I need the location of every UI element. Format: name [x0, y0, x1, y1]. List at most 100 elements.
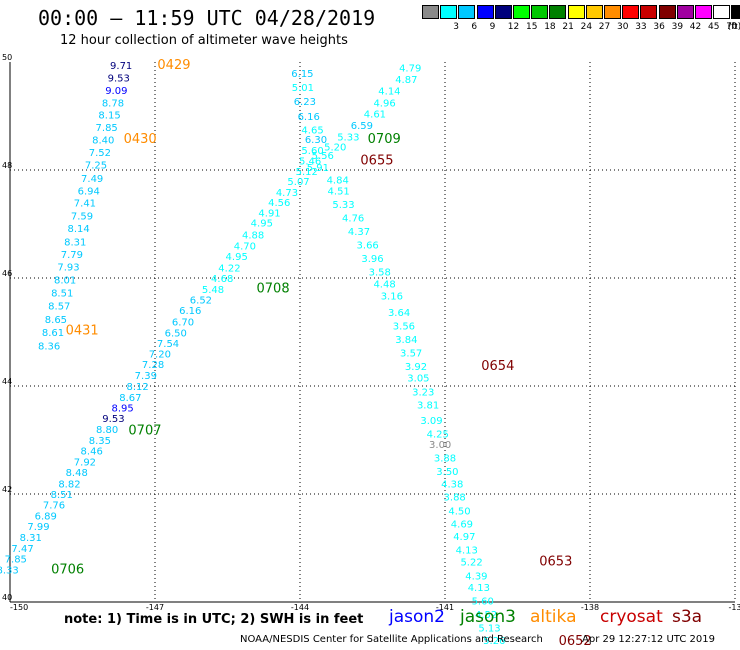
legend-swatch — [695, 5, 712, 19]
wave-height-value: 4.79 — [399, 64, 421, 75]
wave-height-value: 6.50 — [165, 328, 187, 339]
wave-height-value: 4.87 — [395, 75, 417, 86]
page-subtitle: 12 hour collection of altimeter wave hei… — [60, 33, 348, 48]
satellite-label-jason3: jason3 — [460, 607, 516, 627]
wave-height-value: 8.33 — [0, 565, 19, 576]
wave-height-value: 4.25 — [427, 429, 449, 440]
pass-time-label: 0653 — [539, 554, 572, 569]
units-note: note: 1) Time is in UTC; 2) SWH is in fe… — [64, 612, 364, 627]
legend-label: 24 — [580, 22, 593, 32]
wave-height-value: 8.78 — [102, 98, 124, 109]
pass-time-label: 0707 — [128, 424, 161, 439]
wave-height-value: 5.48 — [202, 285, 224, 296]
lat-tick-label: 44 — [2, 377, 12, 386]
legend-label: 36 — [653, 22, 665, 32]
satellite-label-cryosat: cryosat — [600, 607, 663, 627]
wave-height-value: 3.88 — [444, 492, 466, 503]
wave-height-value: 6.52 — [190, 295, 212, 306]
wave-height-value: 4.84 — [327, 176, 349, 187]
wave-height-value: 9.53 — [108, 73, 130, 84]
legend-label: 15 — [526, 22, 538, 32]
wave-height-value: 3.57 — [400, 348, 422, 359]
wave-height-value: 7.49 — [81, 174, 103, 185]
wave-height-value: 5.01 — [292, 83, 314, 94]
pass-time-label: 0709 — [368, 132, 401, 147]
wave-height-value: 8.82 — [58, 480, 80, 491]
wave-height-value: 3.81 — [417, 401, 439, 412]
wave-height-value: 4.38 — [441, 480, 463, 491]
legend-label: 42 — [689, 22, 702, 32]
page-title: 00:00 — 11:59 UTC 04/28/2019 — [38, 6, 376, 30]
wave-height-value: 7.28 — [142, 360, 164, 371]
wave-height-value: 3.92 — [405, 362, 427, 373]
wave-height-value: 3.96 — [361, 254, 383, 265]
wave-height-value: 7.52 — [89, 148, 111, 159]
wave-height-value: 6.89 — [35, 511, 57, 522]
wave-height-value: 4.52 — [475, 610, 497, 621]
wave-height-value: 5.33 — [332, 200, 354, 211]
wave-height-value: 5.26 — [483, 636, 505, 647]
wave-height-value: 7.25 — [85, 160, 107, 171]
wave-height-value: 4.68 — [211, 274, 233, 285]
legend-swatch — [640, 5, 658, 19]
wave-height-value: 5.33 — [337, 132, 359, 143]
legend-swatch — [476, 5, 494, 19]
wave-height-value: 4.69 — [451, 519, 473, 530]
wave-height-value: 3.64 — [388, 308, 410, 319]
wave-height-value: 3.09 — [420, 416, 442, 427]
pass-time-label: 0429 — [157, 58, 190, 73]
wave-height-value: 8.36 — [38, 341, 60, 352]
lat-tick-label: 46 — [2, 269, 12, 278]
wave-height-value: 6.15 — [291, 69, 313, 80]
lat-tick-label: 50 — [2, 53, 12, 62]
wave-height-value: 4.88 — [242, 231, 264, 242]
legend-label: 33 — [635, 22, 647, 32]
lon-tick-label: -144 — [291, 603, 309, 612]
wave-height-value: 8.15 — [98, 111, 120, 122]
wave-height-value: 6.94 — [78, 186, 100, 197]
wave-height-value: 7.93 — [57, 262, 79, 273]
wave-height-value: 3.23 — [412, 388, 434, 399]
legend-unit: (ft) — [727, 22, 740, 32]
wave-height-value: 4.51 — [328, 186, 350, 197]
wave-height-value: 6.16 — [179, 306, 201, 317]
wave-height-value: 3.50 — [436, 467, 458, 478]
wave-height-value: 8.95 — [111, 403, 133, 414]
legend-label: 39 — [671, 22, 684, 32]
wave-height-value: 7.85 — [96, 123, 118, 134]
wave-height-value: 4.39 — [465, 571, 487, 582]
legend-swatch — [658, 5, 676, 19]
legend-swatch — [549, 5, 567, 19]
wave-height-value: 6.30 — [305, 135, 327, 146]
wave-height-value: 7.99 — [27, 522, 49, 533]
wave-height-value: 4.48 — [373, 280, 395, 291]
wave-height-value: 3.05 — [407, 374, 429, 385]
wave-height-value: 4.13 — [468, 583, 490, 594]
wave-height-value: 8.40 — [92, 136, 114, 147]
wave-height-value: 8.57 — [48, 301, 70, 312]
legend-swatch — [440, 5, 458, 19]
wave-height-value: 5.12 — [296, 167, 318, 178]
lon-tick-label: -13 — [728, 603, 740, 612]
legend-swatch — [731, 5, 740, 19]
wave-height-value: 5.07 — [287, 177, 309, 188]
wave-height-value: 8.80 — [96, 425, 118, 436]
legend-label: 12 — [507, 22, 520, 32]
footer-timestamp: Apr 29 12:27:12 UTC 2019 — [582, 634, 715, 645]
lon-tick-label: -138 — [581, 603, 599, 612]
wave-height-value: 3.56 — [393, 321, 415, 332]
wave-height-value: 4.50 — [448, 507, 470, 518]
legend-label: 30 — [617, 22, 629, 32]
wave-height-value: 5.20 — [324, 143, 346, 154]
legend-swatch — [585, 5, 603, 19]
wave-height-value: 5.13 — [478, 624, 500, 635]
wave-height-value: 8.61 — [42, 328, 64, 339]
wave-height-value: 7.79 — [61, 250, 83, 261]
wave-height-value: 6.16 — [298, 112, 320, 123]
pass-time-label: 0655 — [360, 154, 393, 169]
legend-label: 9 — [489, 22, 496, 32]
wave-height-value: 8.35 — [89, 436, 111, 447]
wave-height-value: 5.91 — [307, 163, 329, 174]
pass-time-label: 0652 — [559, 634, 592, 649]
